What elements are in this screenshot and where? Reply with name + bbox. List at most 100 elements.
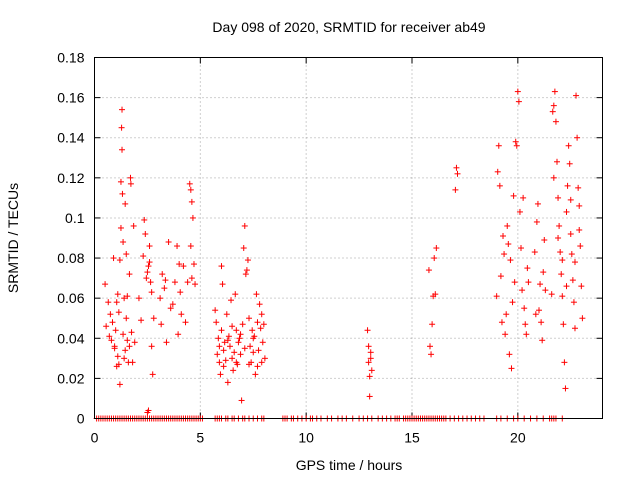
data-point — [494, 168, 501, 175]
data-point — [428, 351, 435, 358]
data-point — [573, 92, 580, 99]
data-point — [246, 361, 253, 368]
data-point — [567, 230, 574, 237]
data-point — [366, 373, 373, 380]
data-point — [220, 363, 227, 370]
data-point — [550, 102, 557, 109]
data-point — [504, 222, 511, 229]
data-point — [514, 88, 521, 95]
data-point — [230, 367, 237, 374]
data-point — [549, 108, 556, 115]
data-point — [252, 371, 259, 378]
data-point — [167, 305, 174, 312]
data-point — [159, 271, 166, 278]
data-point — [539, 337, 546, 344]
data-point — [561, 359, 568, 366]
data-point — [571, 325, 578, 332]
data-point — [536, 307, 542, 314]
x-tick-label: 5 — [196, 430, 204, 446]
data-point — [533, 218, 540, 225]
data-points — [93, 88, 586, 422]
data-point — [557, 249, 564, 256]
data-point — [563, 208, 570, 215]
data-point — [119, 190, 126, 197]
data-point — [255, 347, 262, 354]
data-point — [502, 331, 509, 338]
data-point — [246, 315, 253, 322]
data-point — [260, 321, 267, 328]
y-tick-label: 0.12 — [57, 170, 84, 186]
data-point — [531, 249, 538, 256]
data-point — [365, 343, 372, 350]
data-point — [562, 385, 569, 392]
data-point — [495, 142, 502, 149]
y-tick-label: 0.08 — [57, 250, 84, 266]
data-point — [149, 371, 156, 378]
data-point — [108, 337, 115, 344]
data-point — [249, 327, 256, 334]
plot-frame — [94, 57, 603, 419]
x-tick-label: 15 — [404, 430, 420, 446]
data-point — [118, 124, 125, 131]
data-point — [503, 311, 510, 318]
data-point — [176, 261, 183, 268]
data-point — [510, 192, 517, 199]
data-point — [177, 289, 184, 296]
data-point — [143, 275, 150, 282]
data-point — [366, 393, 373, 400]
data-point — [242, 271, 249, 278]
data-point — [559, 293, 566, 300]
data-point — [564, 182, 571, 189]
data-point — [232, 291, 239, 298]
data-point — [553, 158, 560, 165]
data-point — [565, 142, 572, 149]
data-point — [147, 279, 154, 286]
data-point — [182, 319, 189, 326]
data-point — [162, 277, 169, 284]
data-point — [233, 327, 240, 334]
data-point — [175, 331, 182, 338]
data-point — [180, 263, 187, 270]
data-point — [138, 317, 145, 324]
data-point — [189, 214, 196, 221]
data-point — [522, 321, 529, 328]
data-point — [518, 245, 525, 252]
data-point — [145, 407, 152, 414]
data-point — [509, 299, 516, 306]
data-point — [365, 359, 372, 366]
data-point — [229, 323, 236, 330]
data-point — [141, 216, 148, 223]
data-point — [453, 164, 460, 171]
data-point — [556, 222, 563, 229]
data-point — [541, 237, 548, 244]
data-point — [250, 349, 257, 356]
data-point — [165, 239, 172, 246]
data-point — [259, 339, 266, 346]
data-point — [513, 142, 520, 149]
chart-title: Day 098 of 2020, SRMTID for receiver ab4… — [212, 19, 485, 35]
data-point — [431, 255, 438, 262]
data-point — [433, 245, 440, 252]
data-point — [569, 277, 576, 284]
data-point — [550, 174, 557, 181]
data-point — [127, 180, 134, 187]
data-point — [555, 235, 562, 241]
data-point — [161, 285, 168, 292]
data-point — [103, 323, 110, 330]
data-point — [214, 351, 221, 358]
data-point — [148, 343, 155, 350]
data-point — [122, 200, 129, 207]
data-point — [254, 319, 261, 326]
data-point — [163, 339, 170, 346]
data-point — [253, 291, 260, 298]
data-point — [515, 98, 522, 105]
data-point — [429, 321, 436, 328]
data-point — [188, 275, 195, 282]
y-tick-label: 0.06 — [57, 290, 84, 306]
data-point — [128, 329, 135, 336]
data-point — [505, 241, 512, 248]
data-point — [220, 347, 227, 354]
data-point — [364, 327, 371, 334]
data-point — [579, 315, 586, 322]
data-point — [115, 309, 122, 316]
